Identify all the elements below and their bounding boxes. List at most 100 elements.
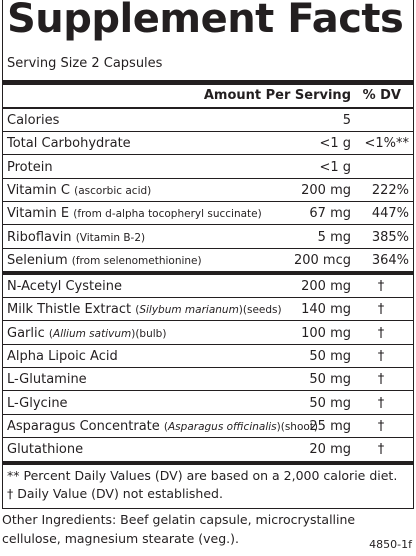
daily-value: † [377, 442, 385, 458]
nutrient-name: N-Acetyl Cysteine [7, 279, 122, 295]
nutrient-detail: )(shoot) [276, 420, 319, 433]
nutrient-name: Total Carbohydrate [7, 136, 131, 152]
header-rule [3, 107, 413, 109]
nutrient-detail: (Vitamin B-2) [75, 231, 146, 244]
nutrient-name-cell: Glutathione [7, 442, 83, 457]
nutrient-name-cell: L-Glycine [7, 396, 68, 411]
nutrient-row: Selenium (from selenomethionine) 200 mcg 3… [3, 249, 413, 272]
nutrient-name: Glutathione [7, 442, 84, 458]
nutrient-name: Selenium [7, 252, 68, 268]
daily-value: † [377, 395, 385, 411]
nutrient-name: Alpha Lipoic Acid [7, 349, 118, 364]
nutrient-detail: (from selenomethionine) [71, 254, 202, 267]
nutrient-detail: (ascorbic acid) [74, 184, 152, 197]
daily-value: † [377, 372, 385, 388]
nutrient-detail: ( [48, 327, 54, 340]
nutrient-row: N-Acetyl Cysteine 200 mg † [3, 275, 413, 299]
nutrient-name-cell: Selenium (from selenomethionine) [7, 253, 202, 268]
nutrient-detail: Silybum marianum [139, 304, 239, 317]
nutrient-detail: (from d-alpha tocopheryl succinate) [73, 208, 262, 221]
other-ingredients: Other Ingredients: Beef gelatin capsule,… [2, 512, 356, 527]
nutrient-name: Milk Thistle Extract [7, 302, 132, 318]
footnote: ** Percent Daily Values (DV) are based o… [7, 468, 398, 483]
nutrient-name: L-Glycine [7, 395, 68, 411]
nutrient-name-cell: Total Carbohydrate [7, 136, 131, 151]
daily-value: † [377, 279, 385, 295]
nutrient-detail: ( [135, 304, 140, 317]
amount: 200 mcg [293, 252, 351, 268]
title: Supplement Facts [7, 0, 404, 42]
nutrient-detail: Asparagus officinalis [168, 420, 277, 433]
daily-value: 447% [371, 206, 409, 222]
nutrient-name-cell: Asparagus Concentrate (Asparagus officin… [7, 419, 318, 434]
nutrient-row: Vitamin E (from d-alpha tocopheryl succi… [3, 202, 413, 226]
nutrient-name-cell: Milk Thistle Extract (Silybum marianum)(… [7, 302, 282, 317]
nutrient-name: Protein [7, 159, 53, 175]
daily-value: † [377, 302, 385, 318]
daily-value: † [377, 418, 385, 434]
nutrient-detail: ( [163, 420, 168, 433]
nutrient-name: Riboflavin [7, 229, 72, 245]
amount: 140 mg [301, 302, 351, 318]
amount: 5 mg [317, 229, 351, 245]
nutrient-name-cell: Calories [7, 113, 59, 128]
thick-rule [3, 460, 413, 465]
thick-rule [3, 80, 413, 85]
nutrient-row: Glutathione 20 mg † [3, 438, 413, 461]
footnote: † Daily Value (DV) not established. [7, 486, 223, 501]
nutrient-name-cell: Protein [7, 160, 53, 175]
nutrient-name-cell: L-Glutamine [7, 372, 87, 387]
amount: 100 mg [301, 325, 351, 341]
nutrient-name: Calories [7, 113, 60, 128]
nutrient-name-cell: Vitamin C (ascorbic acid) [7, 183, 151, 198]
nutrient-name: Vitamin C [7, 182, 71, 198]
amount-header: Amount Per Serving [203, 88, 351, 103]
nutrient-row: Vitamin C (ascorbic acid) 200 mg 222% [3, 179, 413, 202]
facts-panel: Supplement Facts Serving Size 2 Capsules… [2, 0, 414, 509]
nutrient-row: Riboflavin (Vitamin B-2) 5 mg 385% [3, 226, 413, 249]
daily-value: <1%** [364, 136, 409, 152]
amount: 50 mg [309, 349, 351, 364]
nutrient-name-cell: N-Acetyl Cysteine [7, 279, 122, 294]
amount: <1 g [319, 136, 351, 152]
nutrient-row: L-Glutamine 50 mg † [3, 368, 413, 392]
amount: <1 g [319, 159, 351, 175]
nutrient-name: L-Glutamine [7, 372, 87, 388]
other-ingredients: cellulose, magnesium stearate (veg.). [2, 531, 239, 546]
nutrient-row: Asparagus Concentrate (Asparagus officin… [3, 415, 413, 438]
nutrient-name-cell: Garlic (Allium sativum)(bulb) [7, 326, 166, 341]
dv-header: % DV [362, 88, 401, 103]
nutrient-detail: )(seeds) [238, 304, 282, 317]
thick-rule [3, 271, 413, 276]
nutrient-detail: )(bulb) [131, 327, 167, 340]
nutrient-row: Protein <1 g [3, 156, 413, 179]
product-code: 4850-1f [369, 538, 412, 551]
nutrient-name: Vitamin E [7, 206, 70, 222]
nutrient-row: Garlic (Allium sativum)(bulb) 100 mg † [3, 322, 413, 345]
nutrient-row: Alpha Lipoic Acid 50 mg † [3, 345, 413, 368]
daily-value: † [377, 349, 385, 364]
amount: 5 [342, 113, 351, 128]
nutrient-row: L-Glycine 50 mg † [3, 392, 413, 415]
nutrient-row: Milk Thistle Extract (Silybum marianum)(… [3, 298, 413, 322]
daily-value: 222% [371, 182, 409, 198]
amount: 200 mg [301, 182, 351, 198]
nutrient-name-cell: Vitamin E (from d-alpha tocopheryl succi… [7, 206, 262, 221]
nutrient-name: Garlic [7, 325, 45, 341]
nutrient-row: Calories 5 [3, 109, 413, 132]
daily-value: † [377, 325, 385, 341]
nutrient-name-cell: Alpha Lipoic Acid [7, 349, 118, 364]
daily-value: 364% [371, 252, 409, 268]
amount: 20 mg [309, 442, 351, 458]
daily-value: 385% [371, 229, 409, 245]
nutrient-name-cell: Riboflavin (Vitamin B-2) [7, 230, 145, 245]
amount: 50 mg [309, 372, 351, 388]
amount: 25 mg [309, 418, 351, 434]
nutrient-row: Total Carbohydrate <1 g <1%** [3, 132, 413, 156]
nutrient-name: Asparagus Concentrate [7, 418, 160, 434]
serving-size: Serving Size 2 Capsules [7, 56, 163, 71]
amount: 200 mg [301, 279, 351, 295]
nutrient-detail: Allium sativum [53, 327, 132, 340]
amount: 50 mg [309, 395, 351, 411]
